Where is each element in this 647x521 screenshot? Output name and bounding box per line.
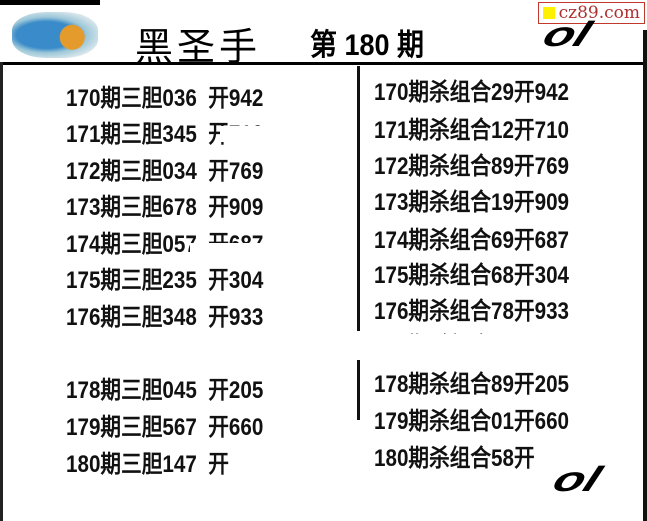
column-divider <box>357 360 360 420</box>
watermark: cz89.com <box>537 2 645 24</box>
column-divider <box>357 66 360 331</box>
left-row: 180期三胆147 开 <box>66 451 229 478</box>
right-row: 173期杀组合19开909 <box>374 189 570 216</box>
brush-logo-bottom: ol <box>547 459 607 499</box>
right-row: 174期杀组合69开687 <box>374 227 570 254</box>
issue-label: 第 180 期 <box>310 29 425 62</box>
left-row: 179期三胆567 开660 <box>66 414 264 441</box>
left-row: 173期三胆678 开909 <box>66 194 264 221</box>
watermark-text: cz89.com <box>558 3 640 23</box>
top-border <box>0 0 100 5</box>
right-row: 170期杀组合29开942 <box>374 79 570 106</box>
yellow-square-icon <box>542 7 555 19</box>
left-row: 176期三胆348 开933 <box>66 304 264 331</box>
right-row: 171期杀组合12开710 <box>374 117 570 144</box>
scan-mask <box>190 243 340 259</box>
left-row: 172期三胆034 开769 <box>66 158 264 185</box>
left-border <box>0 62 3 521</box>
left-row: 175期三胆235 开304 <box>66 267 264 294</box>
right-row: 176期杀组合78开933 <box>374 298 570 325</box>
left-row: 178期三胆045 开205 <box>66 377 264 404</box>
right-row: 180期杀组合58开 <box>374 445 535 472</box>
right-row: 179期杀组合01开660 <box>374 408 570 435</box>
right-border <box>643 30 647 521</box>
scan-mask <box>360 334 610 362</box>
right-row: 172期杀组合89开769 <box>374 153 570 180</box>
scan-mask <box>220 126 340 142</box>
right-row: 178期杀组合89开205 <box>374 371 570 398</box>
left-row: 170期三胆036 开942 <box>66 85 264 112</box>
logo-image <box>12 12 98 58</box>
right-row: 175期杀组合68开304 <box>374 262 570 289</box>
header-divider <box>0 62 647 65</box>
